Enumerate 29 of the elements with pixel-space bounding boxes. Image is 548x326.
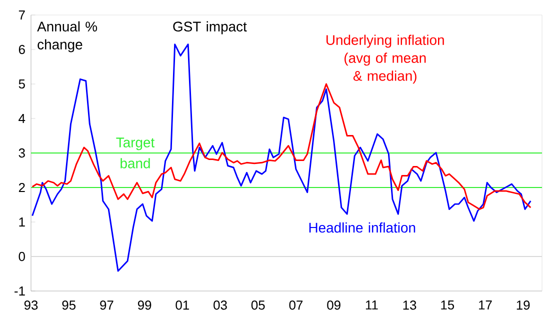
x-tick-label: 95 bbox=[62, 300, 76, 310]
series-label: Underlying inflation (avg of mean & median) bbox=[326, 34, 444, 84]
x-tick-label: 99 bbox=[138, 300, 152, 310]
x-tick-label: 03 bbox=[214, 300, 227, 310]
x-tick-label: 11 bbox=[366, 300, 378, 310]
y-tick-label: -1 bbox=[14, 286, 25, 296]
y-tick-label: 2 bbox=[18, 182, 25, 192]
line-series bbox=[32, 83, 532, 210]
y-tick-label: 5 bbox=[18, 79, 25, 89]
x-tick-label: 13 bbox=[403, 300, 416, 310]
series-label: Headline inflation bbox=[309, 222, 416, 233]
x-tick-label: 93 bbox=[24, 300, 38, 310]
annotation: Annual % change bbox=[37, 21, 98, 52]
annotation: GST impact bbox=[173, 21, 247, 34]
x-tick-label: 01 bbox=[176, 300, 189, 310]
y-tick-label: 1 bbox=[19, 218, 25, 226]
x-tick-label: 15 bbox=[441, 300, 454, 310]
x-tick-label: 05 bbox=[251, 300, 265, 310]
y-tick-label: 0 bbox=[18, 252, 25, 262]
y-tick-label: 4 bbox=[18, 114, 26, 123]
y-tick-label: 7 bbox=[18, 10, 25, 20]
y-tick-label: 6 bbox=[18, 44, 25, 54]
x-tick-label: 17 bbox=[479, 300, 492, 310]
x-tick-label: 07 bbox=[289, 300, 303, 310]
x-tick-label: 09 bbox=[327, 300, 340, 310]
ref-line-label: Target band bbox=[116, 138, 155, 168]
y-tick-label: 3 bbox=[18, 148, 25, 158]
x-tick-label: 19 bbox=[516, 300, 530, 310]
x-tick-label: 97 bbox=[100, 300, 114, 310]
